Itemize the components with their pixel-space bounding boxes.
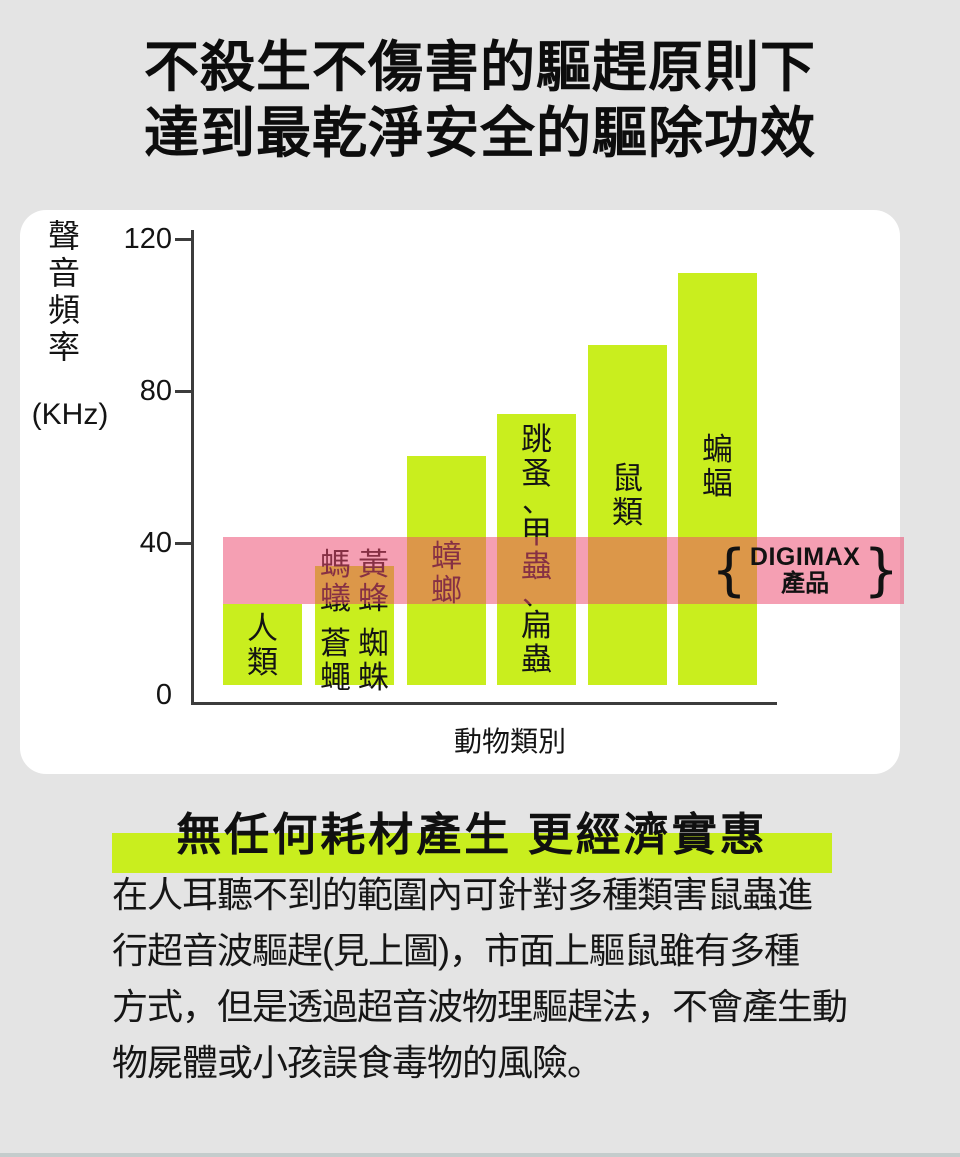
bar-label-char: 人	[247, 611, 278, 646]
page-title-line-2: 達到最乾淨安全的驅除功效	[143, 102, 816, 164]
y-axis-label-char: 率	[47, 329, 80, 365]
benefit-heading-highlight	[112, 833, 832, 873]
paragraph-line: 行超音波驅趕(見上圖)，市面上驅鼠雖有多種	[112, 930, 800, 971]
bar-label-char: 蠅	[320, 660, 351, 695]
x-axis-title: 動物類別	[453, 726, 566, 757]
y-axis-label-char: 音	[47, 255, 80, 291]
frequency-chart-card: 聲音頻率 (KHz) 動物類別 { DIGIMAX 產品 } 120 80 40 0 人…	[20, 210, 904, 774]
y-axis-label: 聲音頻率	[46, 218, 82, 366]
page-title-line-1: 不殺生不傷害的驅趕原則下	[143, 36, 816, 98]
paragraph-line: 物屍體或小孩誤食毒物的風險。	[112, 1042, 603, 1083]
y-tick-mark	[175, 390, 192, 393]
bar-label: 人類	[223, 612, 302, 680]
y-tick-label: 40	[139, 527, 172, 559]
y-tick-label: 80	[139, 375, 172, 407]
bar-label-char: 蟲	[521, 642, 552, 677]
y-axis-label-char: 聲	[47, 218, 80, 254]
y-tick-mark	[175, 238, 192, 241]
paragraph-line: 在人耳聽不到的範圍內可針對多種類害鼠蟲進	[112, 874, 813, 915]
bar-label-char: 、	[521, 487, 551, 519]
y-tick-label: 120	[123, 223, 172, 255]
y-axis-line	[191, 230, 194, 705]
digimax-product-word: 產品	[781, 570, 830, 598]
digimax-label-text: DIGIMAX 產品	[750, 544, 860, 597]
digimax-brand-name: DIGIMAX	[749, 543, 861, 572]
y-axis-label-char: 頻	[47, 292, 80, 328]
page-title: 不殺生不傷害的驅趕原則下 達到最乾淨安全的驅除功效	[0, 34, 960, 166]
brace-close-icon: }	[863, 537, 899, 603]
chart-bar	[588, 345, 667, 686]
digimax-label: { DIGIMAX 產品 }	[711, 537, 899, 603]
bar-label-char: 跳	[521, 422, 552, 457]
bar-label-char: 鼠	[612, 461, 643, 496]
bar-label: 蝙蝠	[678, 433, 757, 501]
bar-label-char: 蝙	[702, 432, 733, 467]
y-tick-label: 0	[155, 679, 172, 711]
bar-label-char: 類	[247, 645, 278, 680]
paragraph-line: 方式，但是透過超音波物理驅趕法，不會產生動	[112, 986, 848, 1027]
bar-label-char: 蒼	[320, 626, 351, 661]
y-tick-mark	[175, 542, 192, 545]
x-axis-line	[191, 702, 777, 705]
chart-bar	[678, 273, 757, 686]
brace-open-icon: {	[711, 537, 747, 603]
bar-label: 鼠類	[588, 462, 667, 530]
digimax-product-band: { DIGIMAX 產品 }	[223, 537, 904, 604]
bar-label-char: 扁	[521, 608, 552, 643]
bar-label-char: 蚤	[521, 456, 552, 491]
body-paragraph: 在人耳聽不到的範圍內可針對多種類害鼠蟲進 行超音波驅趕(見上圖)，市面上驅鼠雖有多…	[112, 867, 892, 1091]
bar-label-char: 蝠	[702, 466, 733, 501]
bottom-edge-strip	[0, 1153, 960, 1157]
chart-bar	[223, 603, 302, 686]
bar-label-char: 蛛	[358, 660, 389, 695]
benefit-heading: 無任何耗材產生 更經濟實惠	[176, 809, 768, 860]
y-axis-unit: (KHz)	[31, 398, 109, 431]
bar-label-char: 蜘	[358, 626, 389, 661]
bar-label-char: 類	[612, 495, 643, 530]
